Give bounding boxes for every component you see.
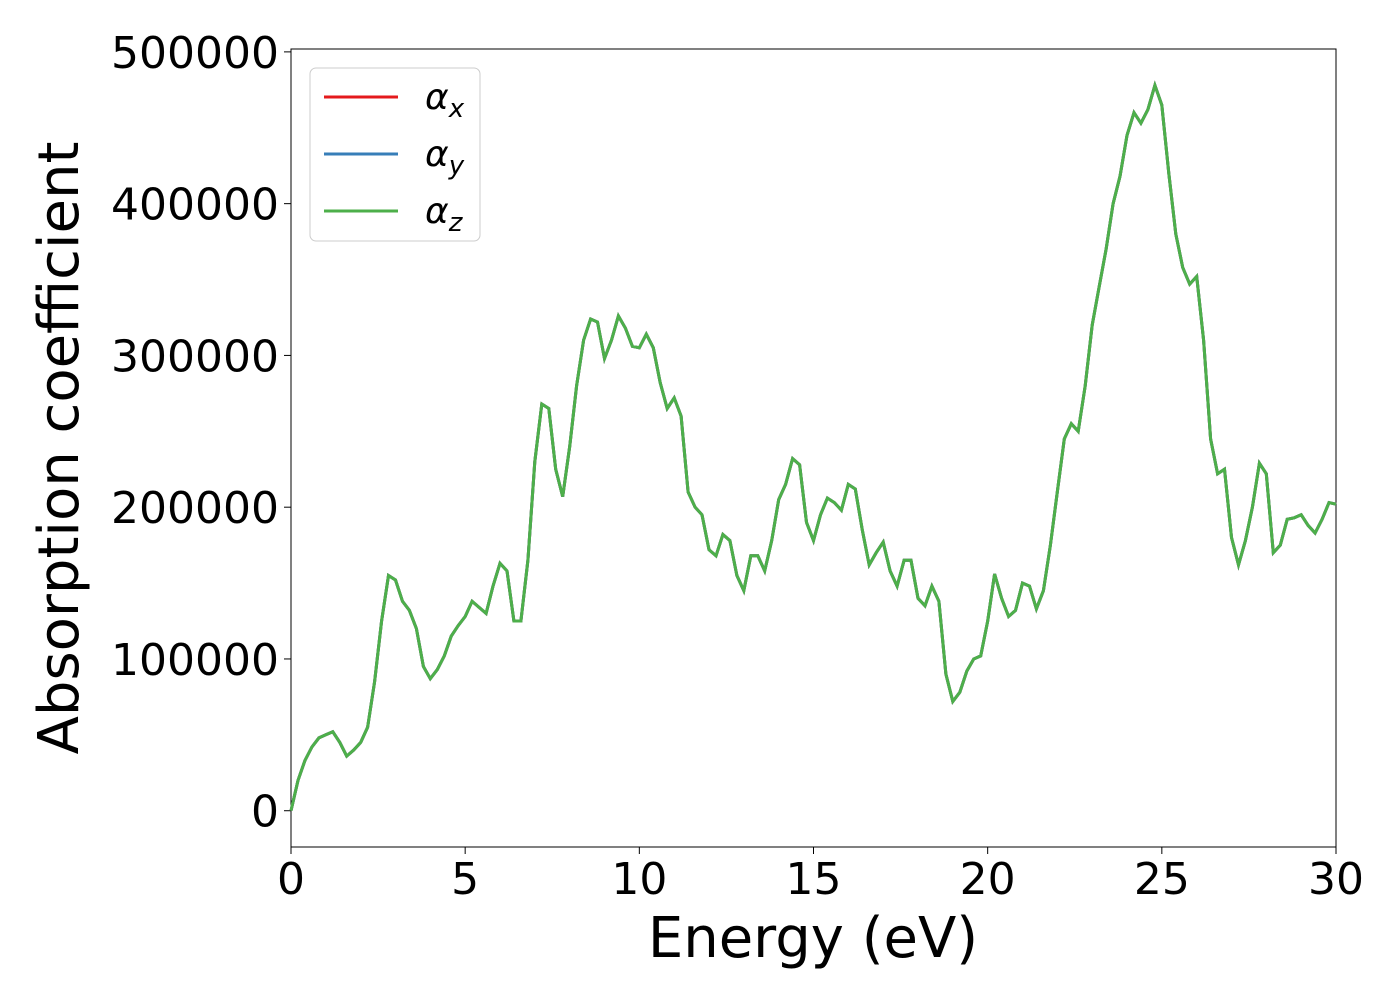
x-tick-label: 20 (960, 854, 1016, 905)
y-tick-label: 400000 (111, 180, 279, 231)
x-tick-label: 25 (1134, 854, 1190, 905)
y-tick-label: 200000 (111, 483, 279, 534)
data-line (289, 80, 1337, 812)
x-tick-label: 30 (1308, 854, 1364, 905)
x-tick-label: 10 (611, 854, 667, 905)
x-tick-label: 0 (277, 854, 305, 905)
y-tick-label: 300000 (111, 331, 279, 382)
y-axis-label: Absorption coefficient (27, 142, 92, 755)
x-tick-label: 5 (451, 854, 479, 905)
y-tick-label: 0 (251, 787, 279, 838)
x-axis-label: Energy (eV) (648, 906, 978, 971)
y-tick-label: 500000 (111, 28, 279, 79)
y-tick-label: 100000 (111, 635, 279, 686)
x-tick-label: 15 (786, 854, 842, 905)
